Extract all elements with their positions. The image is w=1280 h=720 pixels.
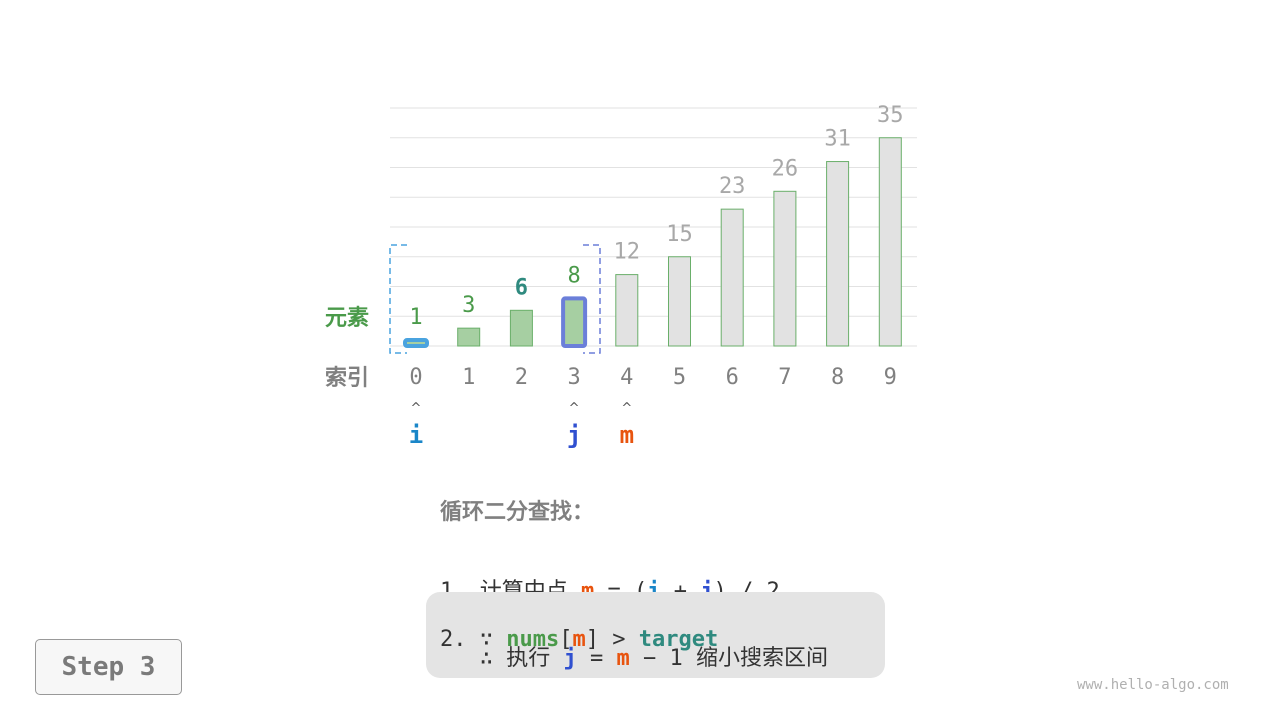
bar: [720, 208, 744, 347]
index-label: 9: [884, 365, 897, 390]
var-m: m: [572, 627, 586, 652]
value-label: 3: [462, 293, 475, 318]
index-label: 2: [515, 365, 528, 390]
pointer-j: j: [567, 421, 581, 449]
value-label: 35: [877, 103, 904, 128]
bar: [773, 190, 797, 347]
bar: [668, 256, 691, 347]
greater-than: >: [612, 627, 626, 652]
value-label: 23: [719, 174, 746, 199]
index-label: 7: [778, 365, 791, 390]
watermark: www.hello-algo.com: [1077, 677, 1229, 693]
index-label: 0: [409, 365, 422, 390]
bar: [878, 137, 902, 347]
because-symbol: ∵: [479, 627, 493, 652]
value-label: 6: [515, 275, 528, 300]
step2-line1: 2. ∵ nums[m] > target: [440, 602, 718, 652]
index-label: 6: [726, 365, 739, 390]
step2-line2: ∴ 执行 j = m − 1 缩小搜索区间: [440, 640, 828, 672]
value-label: 26: [772, 156, 799, 181]
pointer-i: i: [409, 421, 423, 449]
bar: [403, 338, 429, 348]
step2-num: 2.: [440, 627, 467, 652]
value-label: 12: [614, 240, 641, 265]
therefore-symbol: ∴: [479, 646, 493, 671]
shrink-text: 缩小搜索区间: [696, 646, 829, 671]
range-bracket-right: [583, 244, 601, 354]
value-label: 31: [824, 127, 851, 152]
index-label: 4: [620, 365, 633, 390]
var-m: m: [616, 646, 630, 671]
bracket-close: ]: [585, 627, 599, 652]
index-label: 8: [831, 365, 844, 390]
pointer-arrow-icon: ^: [621, 401, 632, 416]
value-label: 15: [666, 222, 693, 247]
index-label: 1: [462, 365, 475, 390]
step-label: Step 3: [35, 639, 182, 695]
pointer-arrow-icon: ^: [411, 401, 422, 416]
pointer-arrow-icon: ^: [569, 401, 580, 416]
row-label-index: 索引: [325, 366, 370, 391]
index-label: 5: [673, 365, 686, 390]
minus: −: [643, 646, 657, 671]
value-label: 1: [409, 305, 422, 330]
row-label-elements: 元素: [325, 306, 370, 331]
bar: [615, 274, 639, 347]
bracket-open: [: [559, 627, 573, 652]
bar: [826, 161, 850, 347]
nums-var: nums: [506, 627, 560, 652]
target-var: target: [638, 627, 719, 652]
value-label: 8: [567, 263, 580, 288]
equals: =: [590, 646, 604, 671]
current-step-highlight: [426, 592, 885, 678]
index-label: 3: [567, 365, 580, 390]
exec-text: 执行: [506, 646, 551, 671]
bar: [509, 309, 533, 347]
one: 1: [669, 646, 683, 671]
bar: [457, 327, 481, 347]
pointer-m: m: [620, 421, 634, 449]
var-j: j: [563, 646, 577, 671]
explanation-title: 循环二分查找：: [440, 500, 595, 525]
bar: [561, 296, 588, 348]
range-bracket-left: [389, 244, 407, 354]
